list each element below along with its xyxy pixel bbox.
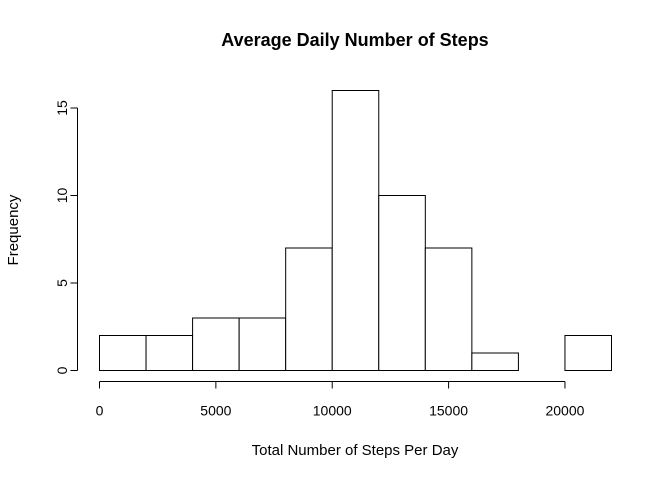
- histogram-bar-3: [238, 317, 287, 371]
- y-tick-label-2: 10: [54, 188, 70, 204]
- x-tick-label-3: 15000: [429, 403, 468, 419]
- y-axis-label: Frequency: [5, 194, 22, 265]
- x-axis: 0 5000 10000 15000 20000: [96, 381, 585, 419]
- histogram-bar-1: [145, 335, 194, 371]
- x-tick-label-0: 0: [96, 403, 104, 419]
- chart-title: Average Daily Number of Steps: [221, 30, 488, 50]
- y-tick-label-0: 0: [54, 366, 70, 374]
- histogram-bar-8: [471, 352, 519, 371]
- x-tick-label-1: 5000: [200, 403, 231, 419]
- y-tick-label-3: 15: [54, 100, 70, 116]
- bars-group: [99, 90, 612, 371]
- histogram-bar-0: [99, 335, 147, 371]
- histogram-bar-10: [564, 335, 612, 371]
- histogram-bar-6: [378, 195, 426, 371]
- y-tick-label-1: 5: [54, 279, 70, 287]
- x-tick-label-4: 20000: [545, 403, 584, 419]
- histogram-bar-2: [192, 317, 240, 371]
- x-tick-label-2: 10000: [313, 403, 352, 419]
- x-axis-label: Total Number of Steps Per Day: [252, 442, 459, 459]
- histogram-bar-5: [331, 90, 380, 371]
- y-axis: 0 5 10 15: [54, 100, 78, 374]
- histogram-bar-7: [424, 247, 473, 371]
- histogram-bar-4: [285, 247, 333, 371]
